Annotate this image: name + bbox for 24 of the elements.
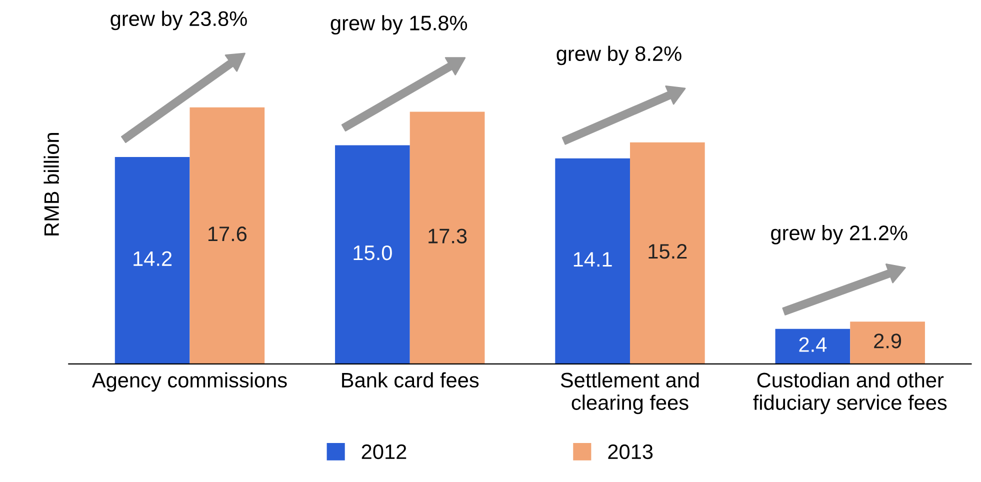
bar: [555, 158, 630, 364]
data-label: 15.0: [354, 245, 392, 260]
data-label: 14.2: [134, 251, 172, 266]
y-axis-title: RMB billion: [44, 133, 59, 236]
bar: [114, 156, 190, 364]
text: grew by 23.8%: [110, 10, 247, 30]
legend-label: 2013: [608, 444, 653, 460]
data-label: 2.4: [799, 337, 827, 352]
text: grew by 15.8%: [330, 15, 468, 35]
x-tick-label: Agency commissions: [92, 372, 287, 392]
bar: [850, 322, 925, 364]
data-label: 17.3: [428, 228, 467, 244]
data-label: 2.9: [874, 334, 902, 348]
bar: [335, 145, 410, 364]
x-tick-label: Settlement and clearing fees: [560, 372, 699, 414]
data-label: 14.1: [574, 252, 612, 267]
annotation: grew by 21.2%: [771, 224, 908, 244]
data-label: 15.2: [648, 244, 687, 259]
legend-label: 2012: [362, 444, 406, 460]
x-tick-label: Bank card fees: [342, 372, 479, 388]
x-tick-label: Custodian and other fiduciary service fees: [753, 372, 947, 414]
bar: [775, 328, 850, 364]
data-label: 17.6: [208, 226, 247, 242]
text: grew by 8.2%: [556, 46, 682, 66]
